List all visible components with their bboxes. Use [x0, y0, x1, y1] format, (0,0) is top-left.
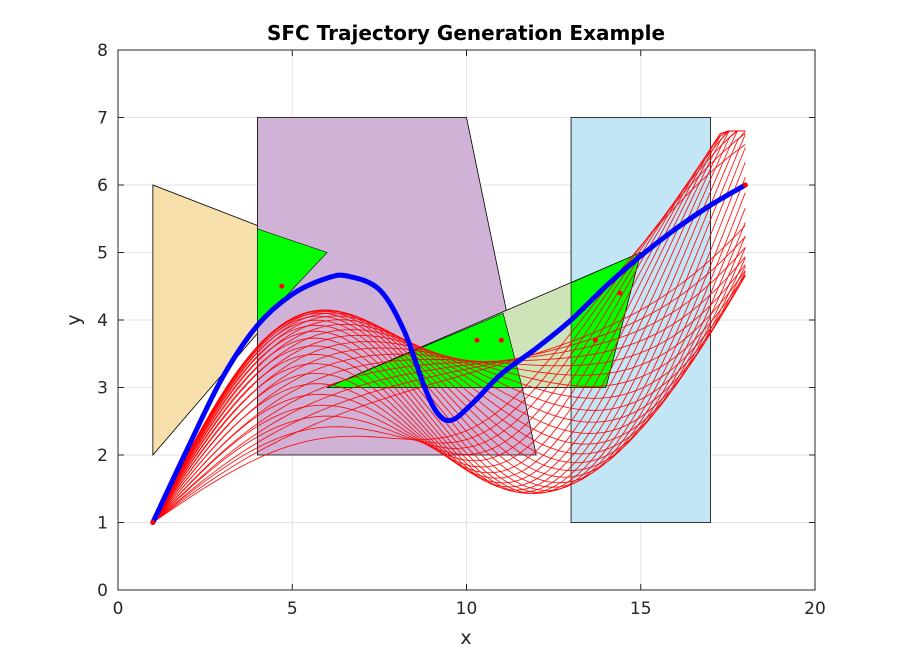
candidate-trajectory [152, 130, 746, 523]
candidate-trajectory [152, 257, 746, 523]
candidate-trajectory [152, 222, 746, 523]
candidate-trajectory [152, 134, 746, 523]
candidate-trajectory [152, 225, 746, 523]
candidate-trajectory [152, 256, 746, 523]
candidate-trajectory [152, 130, 746, 523]
x-tick-label: 10 [456, 599, 478, 619]
safe-corridor [257, 228, 328, 328]
y-tick-label: 8 [97, 41, 108, 61]
waypoint-marker [474, 337, 480, 343]
waypoint-marker [592, 337, 598, 343]
candidate-trajectory [152, 177, 746, 523]
y-tick-label: 3 [97, 379, 108, 399]
y-tick-label: 7 [97, 109, 108, 129]
waypoint-marker [742, 182, 748, 188]
candidate-trajectory [152, 235, 746, 523]
candidate-trajectory [152, 130, 746, 523]
candidate-trajectory [152, 130, 746, 523]
waypoint-marker [498, 337, 504, 343]
y-tick-label: 6 [97, 176, 108, 196]
trajectory-line [150, 182, 748, 525]
y-tick-label: 5 [97, 244, 108, 264]
x-tick-label: 15 [630, 599, 652, 619]
candidate-trajectory [152, 130, 746, 523]
y-tick-label: 0 [97, 581, 108, 601]
main-trajectory [150, 182, 748, 525]
ticks: 0 5 10 15 20 0 1 2 3 4 5 6 7 8 [97, 41, 826, 619]
x-tick-label: 0 [113, 599, 124, 619]
candidate-trajectories [152, 130, 746, 523]
candidate-trajectory [152, 130, 746, 523]
x-tick-label: 20 [804, 599, 826, 619]
y-tick-label: 1 [97, 514, 108, 534]
candidate-trajectory [152, 132, 746, 523]
waypoint-marker [617, 290, 623, 296]
candidate-trajectory [152, 275, 746, 523]
candidate-trajectory [152, 247, 746, 523]
chart-title: SFC Trajectory Generation Example [267, 21, 665, 45]
waypoint-marker [150, 520, 156, 525]
candidate-trajectory [152, 130, 746, 523]
x-axis-label: x [460, 627, 471, 649]
y-tick-label: 2 [97, 446, 108, 466]
candidate-trajectory [152, 265, 746, 523]
y-tick-label: 4 [97, 311, 108, 331]
waypoints [150, 182, 748, 525]
candidate-trajectory [152, 130, 746, 523]
waypoint-marker [279, 283, 285, 289]
candidate-trajectory [152, 130, 746, 523]
candidate-trajectory [152, 144, 746, 523]
candidate-trajectory [152, 274, 746, 523]
y-axis-label: y [63, 314, 85, 325]
candidate-trajectory [152, 147, 746, 523]
x-tick-label: 5 [287, 599, 298, 619]
